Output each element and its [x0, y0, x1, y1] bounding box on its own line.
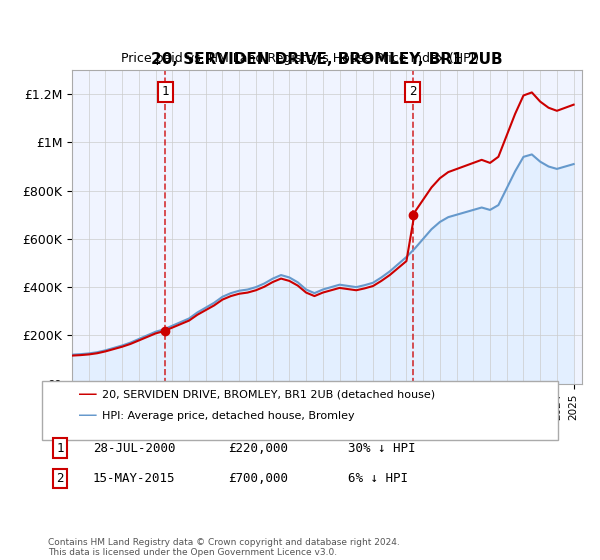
Text: 1: 1 [161, 86, 169, 99]
Text: 30% ↓ HPI: 30% ↓ HPI [348, 441, 415, 455]
Title: 20, SERVIDEN DRIVE, BROMLEY, BR1 2UB: 20, SERVIDEN DRIVE, BROMLEY, BR1 2UB [151, 53, 503, 67]
Text: Price paid vs. HM Land Registry's House Price Index (HPI): Price paid vs. HM Land Registry's House … [121, 52, 479, 66]
Text: —: — [78, 406, 98, 425]
Text: HPI: Average price, detached house, Bromley: HPI: Average price, detached house, Brom… [102, 410, 355, 421]
Text: 2: 2 [56, 472, 64, 486]
Text: 15-MAY-2015: 15-MAY-2015 [93, 472, 176, 486]
Text: 6% ↓ HPI: 6% ↓ HPI [348, 472, 408, 486]
Text: £700,000: £700,000 [228, 472, 288, 486]
Text: Contains HM Land Registry data © Crown copyright and database right 2024.
This d: Contains HM Land Registry data © Crown c… [48, 538, 400, 557]
Text: £220,000: £220,000 [228, 441, 288, 455]
Text: 28-JUL-2000: 28-JUL-2000 [93, 441, 176, 455]
Text: 2: 2 [409, 86, 416, 99]
Text: 20, SERVIDEN DRIVE, BROMLEY, BR1 2UB (detached house): 20, SERVIDEN DRIVE, BROMLEY, BR1 2UB (de… [102, 390, 435, 400]
Text: 1: 1 [56, 441, 64, 455]
Text: —: — [78, 385, 98, 404]
